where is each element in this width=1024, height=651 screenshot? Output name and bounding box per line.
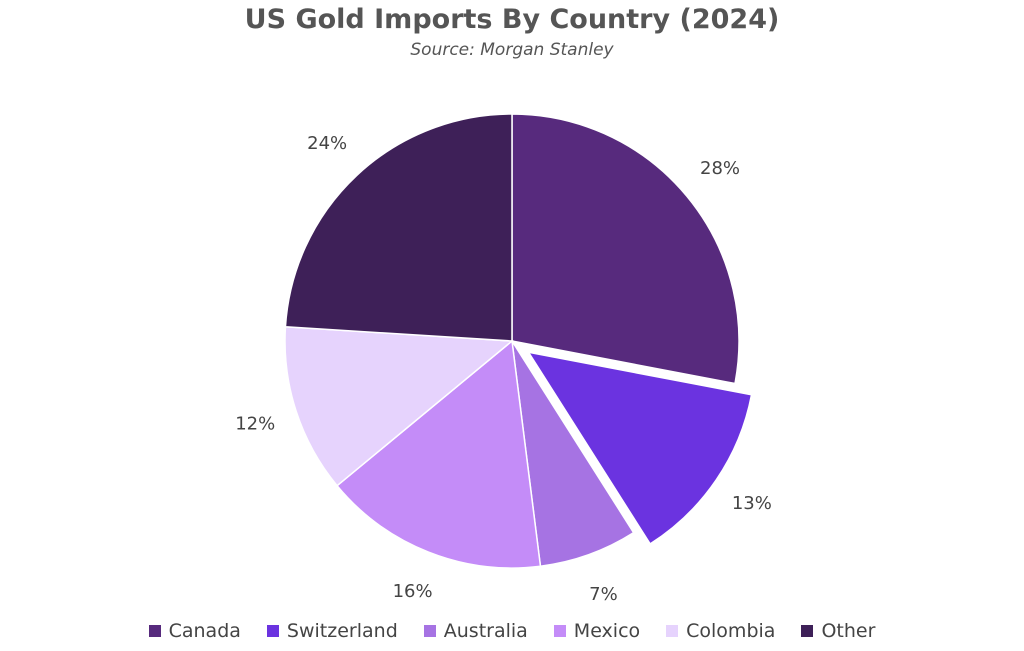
pie-slice-switzerland [526, 351, 753, 545]
legend-item-australia: Australia [423, 620, 528, 642]
legend-item-canada: Canada [148, 620, 241, 642]
legend-label: Australia [443, 620, 528, 642]
legend-label: Colombia [686, 620, 776, 642]
legend-label: Other [821, 620, 876, 642]
chart-title: US Gold Imports By Country (2024) [244, 4, 780, 35]
legend-swatch [423, 625, 436, 637]
data-label-canada: 28% [700, 158, 740, 179]
legend-item-switzerland: Switzerland [266, 620, 398, 642]
data-label-colombia: 12% [235, 413, 275, 434]
legend-label: Switzerland [286, 620, 398, 642]
legend-label: Canada [168, 620, 241, 642]
pie-slices [284, 113, 753, 569]
legend-swatch [266, 625, 279, 637]
legend-swatch [801, 625, 814, 637]
pie-slice-other [284, 113, 513, 342]
data-label-mexico: 16% [393, 581, 433, 602]
pie-slice-colombia [284, 325, 514, 487]
chart-subtitle: Source: Morgan Stanley [410, 40, 614, 60]
data-label-other: 24% [307, 133, 347, 154]
legend-item-mexico: Mexico [553, 620, 641, 642]
legend-swatch [553, 625, 566, 637]
legend-item-colombia: Colombia [666, 620, 775, 642]
legend-item-other: Other [801, 620, 875, 642]
pie-labels: 28% 13% 7% 16% 12% 24% [235, 133, 772, 605]
data-label-switzerland: 13% [732, 493, 772, 514]
pie-slice-mexico [336, 339, 542, 569]
legend-swatch [148, 625, 161, 637]
pie-slice-canada [511, 113, 740, 385]
data-label-australia: 7% [589, 584, 618, 605]
legend: Canada Switzerland Australia Mexico Colombia… [0, 620, 1024, 642]
legend-label: Mexico [573, 620, 641, 642]
legend-swatch [666, 625, 679, 637]
